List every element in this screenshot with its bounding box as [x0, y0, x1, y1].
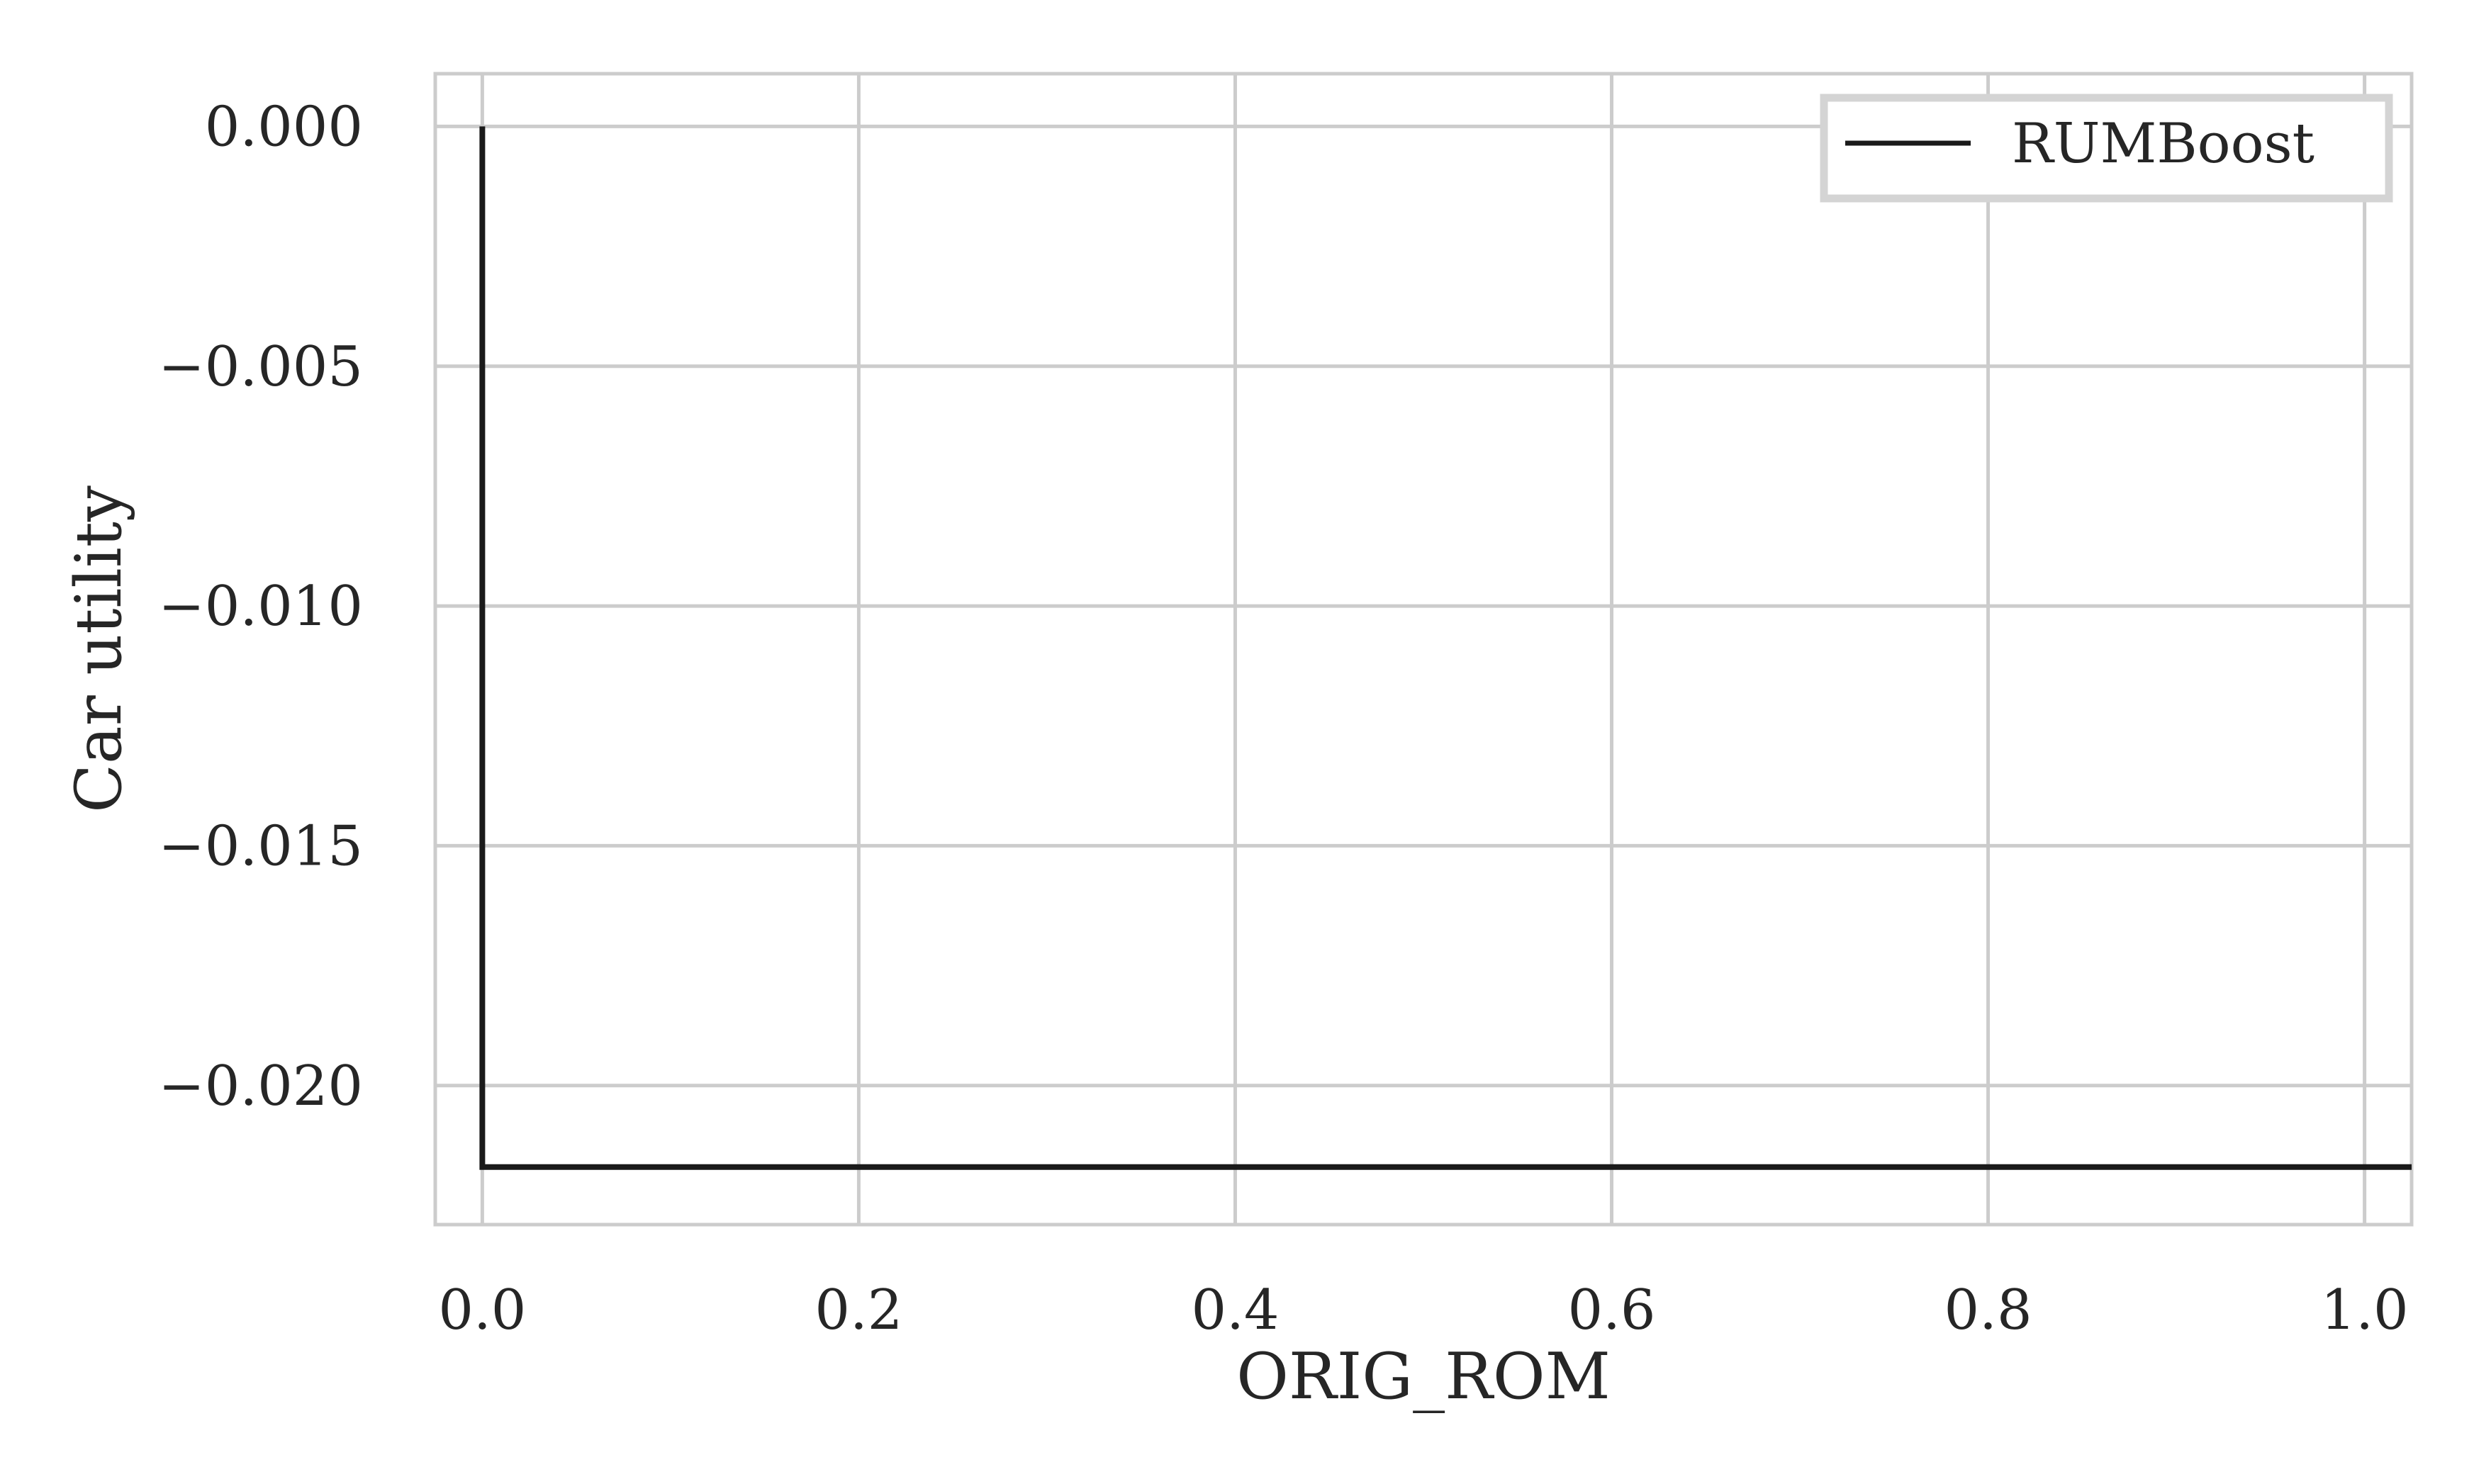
legend-label-rumboost: RUMBoost	[2012, 112, 2315, 176]
x-tick-label: 0.0	[438, 1278, 526, 1342]
grid	[435, 74, 2412, 1225]
x-tick-label: 1.0	[2321, 1278, 2409, 1342]
legend-frame	[1820, 94, 2393, 203]
series-line-rumboost	[479, 126, 2412, 1170]
x-tick-label: 0.6	[1568, 1278, 1656, 1342]
y-axis-ticks: 0.000 −0.005 −0.010 −0.015 −0.020	[158, 95, 363, 1118]
x-tick-label: 0.4	[1191, 1278, 1279, 1342]
y-tick-label: −0.020	[158, 1055, 363, 1118]
legend: RUMBoost	[1820, 94, 2393, 203]
y-tick-label: −0.015	[158, 814, 363, 878]
y-axis-label: Car utility	[62, 485, 136, 813]
plot-area-frame	[433, 72, 2414, 1227]
x-axis-ticks: 0.0 0.2 0.4 0.6 0.8 1.0	[438, 1278, 2408, 1342]
x-tick-label: 0.8	[1944, 1278, 2032, 1342]
x-tick-label: 0.2	[815, 1278, 902, 1342]
series-layer	[479, 126, 2412, 1170]
y-tick-label: 0.000	[205, 95, 363, 159]
y-tick-label: −0.005	[158, 335, 363, 399]
y-tick-label: −0.010	[158, 575, 363, 639]
x-axis-label: ORIG_ROM	[1236, 1339, 1611, 1414]
